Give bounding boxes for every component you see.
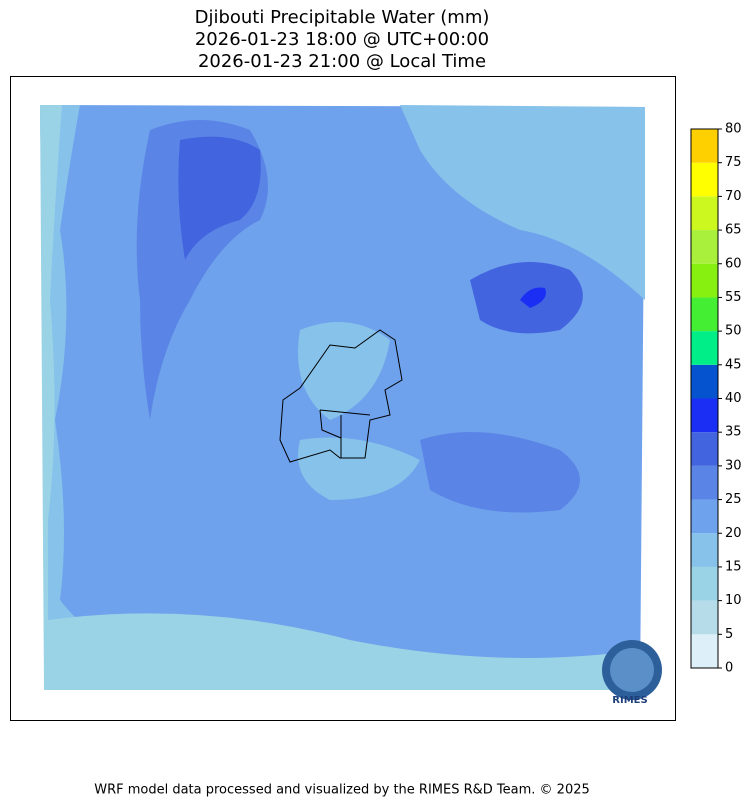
colorbar-segment [691, 129, 718, 163]
colorbar-tick-label: 40 [725, 391, 742, 406]
colorbar-tick-label: 65 [725, 223, 742, 238]
colorbar: 0 5 10 15 20 25 30 35 40 45 50 55 60 65 70 75 80 [690, 122, 742, 676]
title-line: Djibouti Precipitable Water (mm) [195, 7, 490, 28]
colorbar-segment [691, 230, 718, 264]
map-frame [10, 76, 676, 721]
colorbar-tick-label: 45 [725, 357, 742, 372]
colorbar-tick-label: 75 [725, 155, 742, 170]
colorbar-tick-label: 35 [725, 425, 742, 440]
colorbar-segment [691, 634, 718, 668]
footer: WRF model data processed and visualized … [94, 783, 590, 798]
colorbar-tick-label: 20 [725, 526, 742, 541]
colorbar-segment [691, 196, 718, 231]
colorbar-segment [691, 162, 718, 197]
colorbar-segment [691, 364, 718, 399]
colorbar-tick-label: 70 [725, 189, 742, 204]
colorbar-segment [691, 432, 718, 466]
colorbar-segment [691, 566, 718, 601]
colorbar-tick-label: 25 [725, 492, 742, 507]
colorbar-tick-label: 0 [725, 661, 733, 676]
colorbar-segment [691, 499, 718, 534]
colorbar-segment [691, 465, 718, 500]
logo: RIMES [602, 640, 662, 706]
colorbar-tick-label: 60 [725, 256, 742, 271]
colorbar-tick-label: 30 [725, 458, 742, 473]
colorbar-tick-label: 50 [725, 324, 742, 339]
colorbar-tick-label: 55 [725, 290, 742, 305]
colorbar-tick-label: 10 [725, 593, 742, 608]
map-field [40, 105, 645, 690]
country-border [279, 329, 403, 463]
colorbar-segment [691, 263, 718, 298]
colorbar-tick-label: 5 [725, 627, 733, 642]
colorbar-segment [691, 331, 718, 365]
title-line: 2026-01-23 18:00 @ UTC+00:00 [195, 29, 489, 50]
colorbar-tick-label: 80 [725, 122, 742, 137]
logo-text: RIMES [612, 695, 647, 706]
colorbar-segment [691, 600, 718, 635]
colorbar-segment [691, 533, 718, 567]
colorbar-segment [691, 297, 718, 332]
colorbar-segment [691, 398, 718, 433]
colorbar-tick-label: 15 [725, 559, 742, 574]
title-line: 2026-01-23 21:00 @ Local Time [198, 51, 486, 72]
